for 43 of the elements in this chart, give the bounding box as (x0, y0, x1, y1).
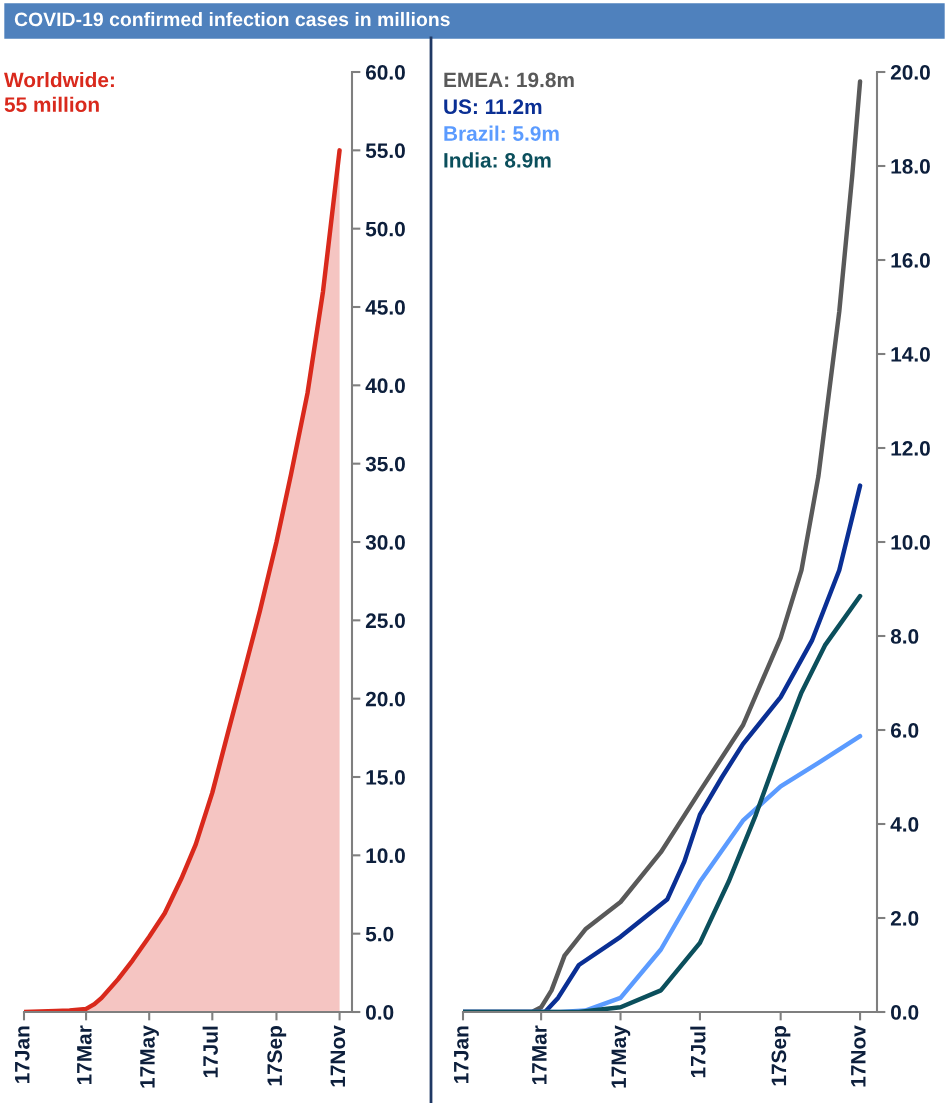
y-tick-label: 2.0 (890, 911, 919, 926)
y-tick-label: 30.0 (365, 535, 405, 550)
y-tick-label: 35.0 (365, 456, 405, 472)
y-tick-label: 10.0 (891, 535, 930, 550)
y-tick-label: 5.0 (365, 926, 394, 942)
y-tick-label: 55.0 (365, 143, 405, 159)
y-tick-label: 10.0 (366, 848, 405, 864)
line-series (463, 593, 863, 1012)
y-tick-label: 15.0 (366, 770, 405, 785)
y-tick-label: 20.0 (890, 65, 930, 80)
x-tick-label: 17Jul (690, 1026, 706, 1078)
y-tick-label: 12.0 (891, 441, 930, 456)
y-tick-label: 50.0 (365, 221, 405, 237)
y-tick-label: 16.0 (891, 253, 930, 268)
y-tick-label: 18.0 (891, 159, 930, 174)
text: US: 11.2m (444, 99, 542, 115)
text: EMEA: 19.8m (444, 72, 574, 88)
y-tick-label: 40.0 (365, 378, 405, 394)
y-tick-label: 0.0 (366, 1005, 394, 1020)
x-tick-label: 17Jul (202, 1026, 218, 1078)
y-tick-label: 4.0 (890, 817, 919, 832)
y-tick-label: 20.0 (365, 691, 405, 707)
x-tick-label: 17Jan (454, 1026, 469, 1083)
x-tick-label: 17May (140, 1025, 159, 1088)
text: Worldwide: 55 million (4, 72, 114, 113)
text: Brazil: 5.9m (444, 125, 559, 141)
y-tick-label: 0.0 (891, 1005, 919, 1020)
x-tick-label: 17May (611, 1025, 631, 1088)
x-tick-label: 17Jan (15, 1026, 30, 1083)
y-tick-label: 60.0 (365, 65, 405, 80)
y-tick-label: 14.0 (891, 347, 930, 362)
y-tick-label: 8.0 (890, 629, 919, 644)
y-tick-label: 6.0 (890, 723, 919, 738)
x-tick-label: 17Nov (330, 1025, 346, 1087)
chart-title: COVID-19 confirmed infection cases in millions (14, 11, 450, 27)
y-tick-label: 45.0 (365, 300, 405, 315)
x-tick-label: 17Sep (267, 1026, 287, 1086)
x-tick-label: 17Mar (77, 1025, 92, 1085)
x-tick-label: 17Sep (771, 1026, 791, 1086)
text: India: 8.9m (444, 152, 551, 168)
x-tick-label: 17Nov (851, 1025, 866, 1087)
y-tick-label: 25.0 (365, 613, 405, 629)
x-tick-label: 17Mar (532, 1025, 547, 1085)
